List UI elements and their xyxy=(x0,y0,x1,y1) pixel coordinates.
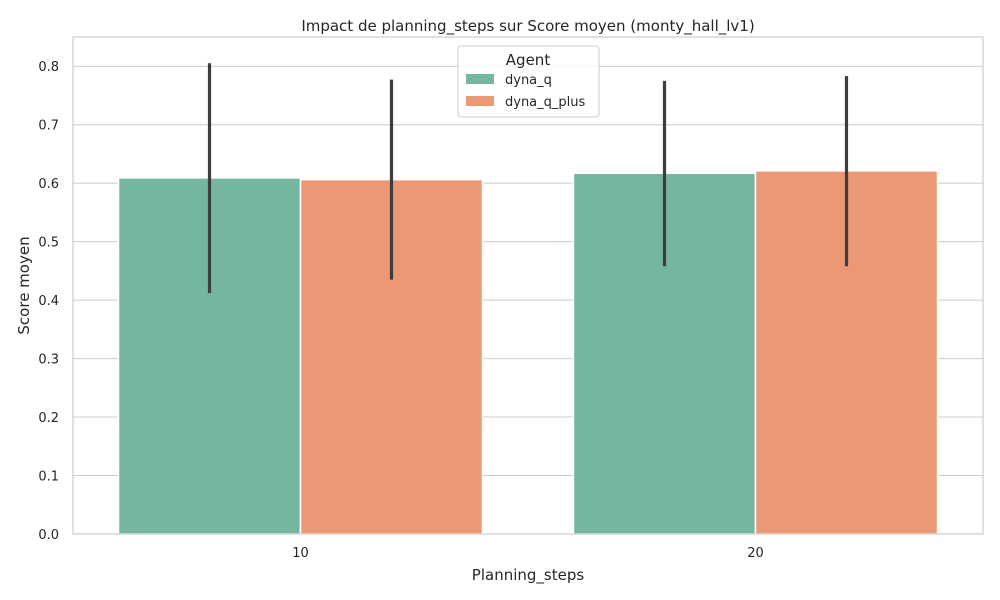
y-tick-label: 0.8 xyxy=(38,60,59,75)
y-tick-label: 0.1 xyxy=(38,470,59,485)
legend: Agent dyna_q dyna_q_plus xyxy=(457,45,600,118)
legend-swatch xyxy=(466,96,494,106)
legend-label: dyna_q xyxy=(505,73,552,88)
x-tick-labels: 10 20 xyxy=(292,546,764,561)
y-tick-label: 0.0 xyxy=(38,528,59,543)
y-axis-label: Score moyen xyxy=(15,236,33,334)
chart-title: Impact de planning_steps sur Score moyen… xyxy=(301,17,754,36)
bars xyxy=(117,170,939,535)
y-tick-label: 0.2 xyxy=(38,411,59,426)
y-tick-label: 0.4 xyxy=(38,294,59,309)
plot-frame xyxy=(72,36,984,535)
x-tick-label: 20 xyxy=(747,546,764,561)
y-tick-label: 0.5 xyxy=(38,236,59,251)
legend-swatch xyxy=(466,74,494,84)
legend-label: dyna_q_plus xyxy=(505,95,586,110)
y-tick-label: 0.3 xyxy=(38,353,59,368)
y-tick-labels: 0.0 0.1 0.2 0.3 0.4 0.5 0.6 0.7 0.8 xyxy=(38,60,59,543)
y-tick-label: 0.7 xyxy=(38,119,59,134)
y-tick-label: 0.6 xyxy=(38,177,59,192)
error-bars xyxy=(207,63,849,294)
legend-title: Agent xyxy=(506,51,551,69)
x-axis-label: Planning_steps xyxy=(472,566,585,585)
x-tick-label: 10 xyxy=(292,546,309,561)
